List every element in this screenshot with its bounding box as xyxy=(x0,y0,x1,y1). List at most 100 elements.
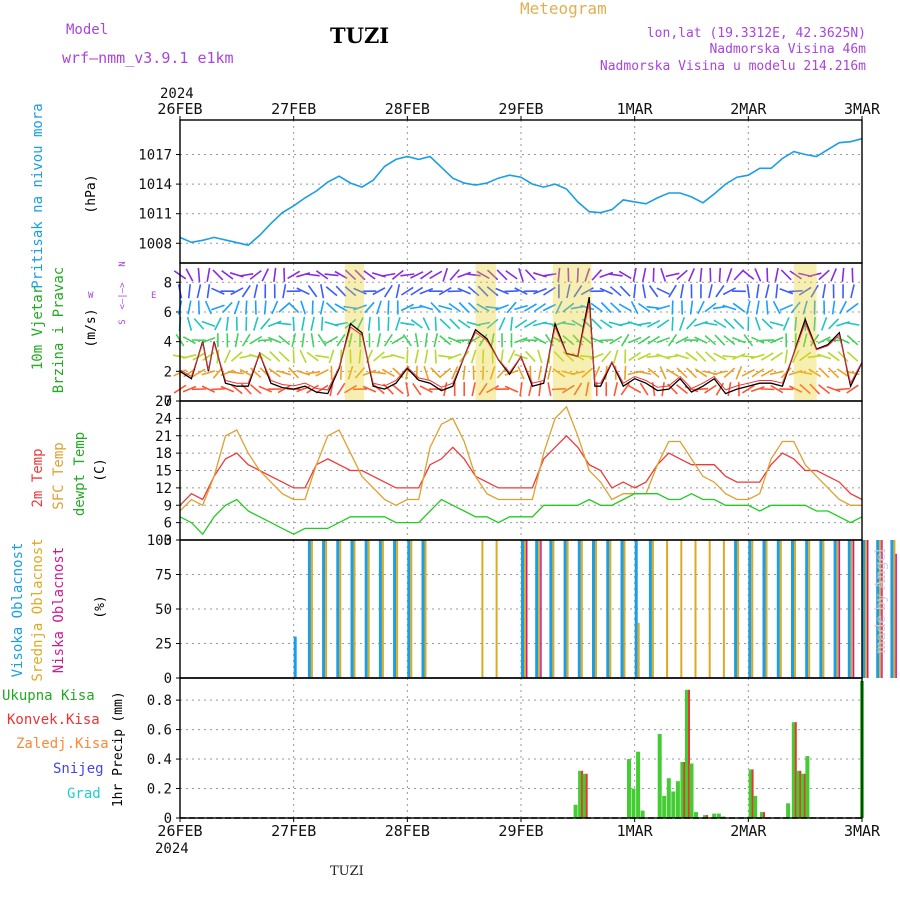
temp-line-2 xyxy=(179,492,863,536)
wind-barb xyxy=(383,333,393,347)
wind-barb xyxy=(438,354,453,359)
precip-label-frozen: Zaledj.Kisa xyxy=(16,736,109,752)
precip-bar-total xyxy=(573,804,578,818)
wind-barb xyxy=(772,300,781,315)
cloud-bar-high xyxy=(535,540,539,678)
y-tick-label: 0.6 xyxy=(147,723,172,739)
y-tick-label: 1011 xyxy=(138,207,172,223)
wind-barb xyxy=(809,383,821,395)
compass-rose: W E <—|—> N S xyxy=(88,261,156,324)
wind-axis-label-1: 10m Vjetar xyxy=(30,286,46,370)
cloud-label-mid: Srednja Oblacnost xyxy=(30,538,46,681)
wind-barb xyxy=(211,287,225,295)
wind-barb xyxy=(555,300,563,315)
wind-barb xyxy=(659,366,667,380)
cloud-bar-high xyxy=(592,540,595,678)
cloud-bar-high xyxy=(819,540,823,678)
temp-label-2m: 2m Temp xyxy=(30,448,46,507)
temp-line-0 xyxy=(179,434,863,506)
wind-barb xyxy=(751,368,765,378)
wind-barb xyxy=(543,286,556,296)
y-tick-label: 0.4 xyxy=(147,752,172,768)
top-date-labels: 26FEB 27FEB 28FEB 29FEB 1MAR 2MAR 3MAR xyxy=(157,100,881,118)
wind-barb xyxy=(414,349,420,364)
wind-barb xyxy=(798,370,813,375)
wind-barb xyxy=(656,337,670,344)
wind-barb xyxy=(410,286,424,296)
wind-barb xyxy=(648,285,659,298)
wind-barb xyxy=(770,351,784,362)
wind-barb xyxy=(547,365,552,380)
wind-barb xyxy=(387,300,390,315)
wind-barb xyxy=(300,300,307,315)
top-date-label: 1MAR xyxy=(617,100,654,118)
wind-barb xyxy=(241,284,251,298)
wind-barb xyxy=(810,284,819,298)
wind-barb xyxy=(628,385,642,394)
wind-barb xyxy=(490,333,495,348)
wind-barb xyxy=(201,385,216,393)
wind-barb xyxy=(671,300,674,315)
station-title: TUZI xyxy=(330,23,389,48)
cloud-bar-high xyxy=(350,540,354,678)
wind-barb xyxy=(590,302,603,313)
pressure-line xyxy=(179,137,863,247)
wind-barb xyxy=(727,382,732,397)
wind-barb xyxy=(420,270,433,280)
wind-barb xyxy=(486,286,499,297)
cloud-unit: (%) xyxy=(93,595,108,618)
wind-barb xyxy=(424,349,429,364)
wind-barb xyxy=(685,351,698,362)
precip-label-graupel: Grad xyxy=(67,786,101,802)
wind-barb xyxy=(507,349,516,364)
wind-barb xyxy=(685,367,698,379)
wind-unit: (m/s) xyxy=(84,308,99,347)
wind-barb xyxy=(723,318,735,330)
wind-barb xyxy=(336,382,346,396)
wind-barb xyxy=(618,270,632,280)
cloud-bar-high xyxy=(521,540,524,678)
wind-barb xyxy=(504,290,519,293)
wind-barb xyxy=(637,352,651,361)
cloud-bar-mid xyxy=(410,540,413,678)
panel-frame xyxy=(179,677,863,819)
wind-barb xyxy=(641,267,647,282)
pressure-axis-label: Pritisak na nivou mora xyxy=(30,103,46,288)
wind-barb xyxy=(609,286,622,297)
wind-barb xyxy=(263,300,267,315)
precip-bar-conv xyxy=(803,773,806,818)
wind-barb xyxy=(261,268,270,282)
wind-barb xyxy=(612,349,619,364)
wind-barb xyxy=(362,369,377,377)
wind-barb xyxy=(637,370,652,375)
compass-north: N xyxy=(118,261,128,266)
wind-barb xyxy=(514,319,528,329)
wind-barb xyxy=(486,269,499,281)
cloud-bar-high xyxy=(876,540,880,678)
wind-barb xyxy=(769,370,784,376)
wind-barb xyxy=(742,269,755,280)
wind-barb xyxy=(391,269,404,280)
y-tick-label: 75 xyxy=(155,568,172,584)
wind-barb xyxy=(542,303,557,312)
cloud-bar-mid xyxy=(794,540,796,678)
wind-barb xyxy=(305,273,320,277)
y-tick-label: 3 xyxy=(164,533,172,549)
wind-barb xyxy=(325,286,338,297)
wind-barb xyxy=(544,333,554,347)
bottom-date-labels: 26FEB 27FEB 28FEB 29FEB 1MAR 2MAR 3MAR xyxy=(157,822,881,840)
wind-barb xyxy=(476,321,491,326)
wind-barb xyxy=(197,267,201,282)
cloud-bar-mid xyxy=(566,540,569,678)
wind-barb xyxy=(704,351,717,362)
wind-barb xyxy=(258,385,273,393)
wind-barb xyxy=(400,273,415,277)
wind-barb xyxy=(552,336,566,344)
y-tick-label: 25 xyxy=(155,637,172,653)
cloud-bar-mid xyxy=(836,540,839,678)
wind-barb xyxy=(334,270,348,279)
wind-barb xyxy=(525,269,536,281)
wind-barb xyxy=(430,301,442,314)
wind-barb xyxy=(253,316,259,331)
wind-barb xyxy=(383,284,393,298)
